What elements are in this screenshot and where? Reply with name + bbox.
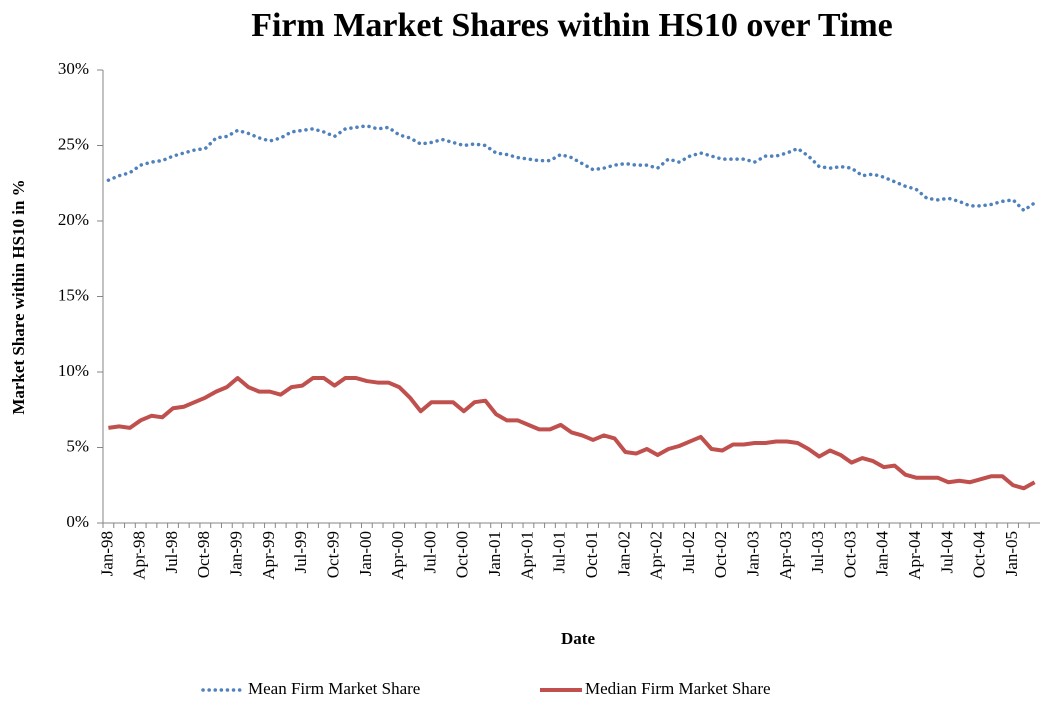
x-tick-label: Jul-03 bbox=[808, 531, 827, 574]
x-tick-label: Apr-04 bbox=[905, 531, 924, 580]
y-tick-label: 10% bbox=[58, 361, 89, 380]
x-tick-label: Jan-98 bbox=[97, 531, 116, 576]
x-tick-label: Jan-04 bbox=[873, 531, 892, 577]
y-tick-label: 5% bbox=[66, 436, 89, 455]
x-tick-label: Oct-02 bbox=[711, 531, 730, 578]
x-tick-label: Apr-03 bbox=[776, 531, 795, 580]
x-tick-label: Jan-02 bbox=[614, 531, 633, 576]
x-tick-label: Oct-00 bbox=[453, 531, 472, 578]
x-tick-label: Apr-99 bbox=[259, 531, 278, 580]
x-tick-label: Oct-99 bbox=[323, 531, 342, 578]
x-tick-label: Apr-01 bbox=[517, 531, 536, 580]
y-tick-label: 30% bbox=[58, 59, 89, 78]
x-axis-title: Date bbox=[561, 629, 595, 648]
x-tick-label: Oct-01 bbox=[582, 531, 601, 578]
x-tick-label: Jul-04 bbox=[937, 531, 956, 574]
x-tick-label: Apr-98 bbox=[130, 531, 149, 580]
y-tick-label: 25% bbox=[58, 134, 89, 153]
x-tick-label: Oct-04 bbox=[970, 531, 989, 579]
chart-title: Firm Market Shares within HS10 over Time bbox=[251, 7, 893, 44]
y-tick-label: 20% bbox=[58, 210, 89, 229]
series-line bbox=[108, 376, 1036, 491]
x-tick-label: Apr-00 bbox=[388, 531, 407, 580]
x-tick-label: Jan-01 bbox=[485, 531, 504, 576]
x-tick-label: Apr-02 bbox=[647, 531, 666, 580]
x-tick-label: Jan-00 bbox=[356, 531, 375, 576]
x-tick-label: Jan-03 bbox=[743, 531, 762, 576]
x-tick-label: Jul-02 bbox=[679, 531, 698, 574]
x-tick-label: Oct-98 bbox=[194, 531, 213, 578]
x-tick-label: Oct-03 bbox=[840, 531, 859, 578]
x-tick-label: Jul-98 bbox=[162, 531, 181, 574]
x-tick-label: Jul-00 bbox=[420, 531, 439, 574]
y-tick-label: 15% bbox=[58, 285, 89, 304]
x-tick-label: Jan-99 bbox=[227, 531, 246, 576]
legend-label: Mean Firm Market Share bbox=[248, 679, 420, 698]
x-tick-label: Jul-01 bbox=[550, 531, 569, 574]
legend-label: Median Firm Market Share bbox=[585, 679, 771, 698]
y-tick-label: 0% bbox=[66, 512, 89, 531]
y-axis-title: Market Share within HS10 in % bbox=[9, 179, 28, 414]
x-tick-label: Jan-05 bbox=[1002, 531, 1021, 576]
series-line bbox=[106, 124, 1037, 213]
x-tick-label: Jul-99 bbox=[291, 531, 310, 574]
